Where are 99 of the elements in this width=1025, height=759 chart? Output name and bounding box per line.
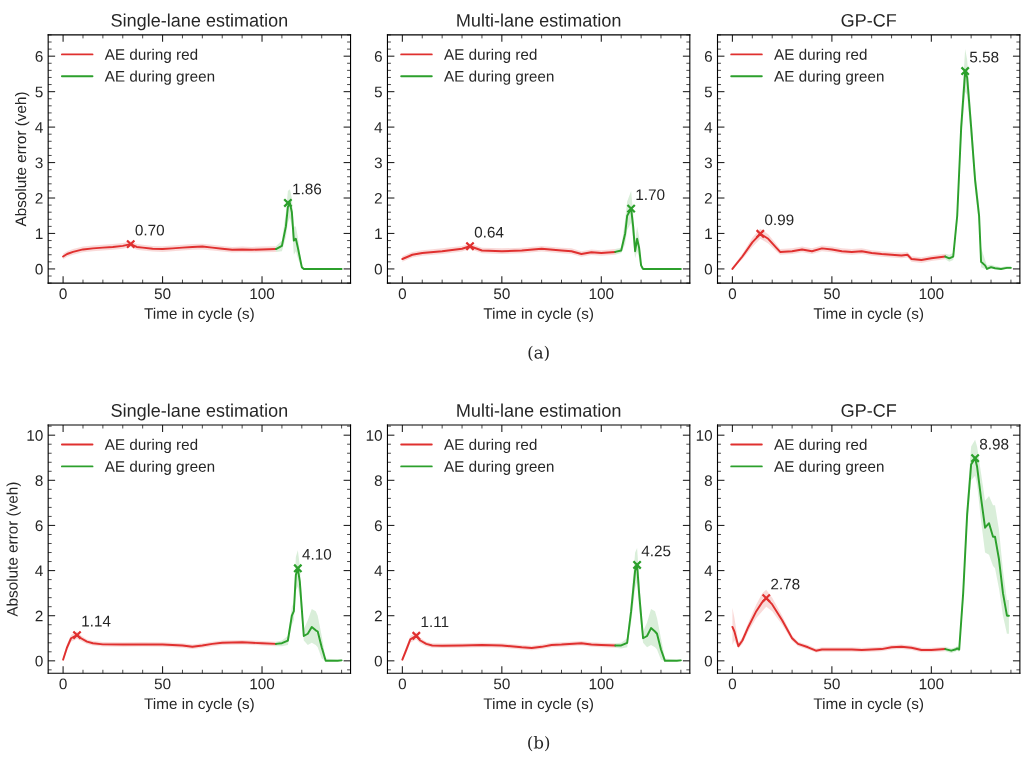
y-tick-label: 10: [27, 430, 43, 441]
legend-label: AE during green: [774, 460, 884, 475]
y-tick-label: 6: [704, 520, 712, 532]
annotation: 0.64: [474, 226, 504, 238]
y-tick-label: 3: [704, 157, 712, 169]
legend-label: AE during green: [774, 70, 884, 85]
y-tick-label: 0: [374, 263, 382, 275]
chart-title: GP-CF: [841, 404, 897, 417]
y-tick-label: 6: [35, 51, 43, 62]
y-tick-label: 3: [35, 157, 43, 169]
x-tick-label: 100: [250, 288, 275, 300]
y-tick-label: 2: [35, 192, 43, 204]
x-tick-label: 50: [824, 288, 840, 300]
text: (a): [528, 345, 549, 362]
chart-title: GP-CF: [841, 13, 897, 27]
x-axis-title: Time in cycle (s): [483, 697, 593, 713]
annotation: 4.10: [302, 548, 332, 560]
y-tick-label: 2: [35, 610, 43, 622]
annotation: 1.11: [421, 616, 449, 628]
chart-title: Single-lane estimation: [111, 403, 288, 421]
chart-title: Multi-lane estimation: [457, 403, 621, 417]
annotation: 1.14: [82, 615, 111, 627]
y-axis-title: Absolute error (veh): [15, 92, 30, 227]
x-tick-label: 0: [728, 288, 737, 300]
line-series: [274, 567, 343, 662]
annotation: 1.70: [636, 189, 665, 201]
y-tick-label: 1: [705, 228, 712, 239]
annotation: 2.78: [771, 578, 800, 590]
y-tick-label: 6: [35, 520, 43, 532]
y-tick-label: 5: [35, 86, 43, 98]
x-axis-title: Time in cycle (s): [483, 307, 593, 323]
y-tick-label: 3: [374, 157, 382, 169]
y-tick-label: 8: [35, 475, 43, 487]
x-tick-label: 0: [398, 678, 407, 690]
legend-label: AE during green: [104, 70, 215, 85]
x-tick-label: 0: [59, 678, 67, 690]
x-tick-label: 100: [919, 288, 944, 300]
x-tick-label: 0: [59, 288, 67, 300]
y-tick-label: 4: [704, 122, 713, 133]
y-tick-label: 2: [704, 192, 712, 204]
x-tick-label: 100: [919, 678, 944, 690]
y-tick-label: 0: [374, 655, 382, 667]
legend-label: AE during red: [104, 438, 198, 454]
y-tick-label: 8: [704, 475, 712, 487]
x-tick-label: 50: [493, 288, 510, 300]
x-tick-label: 50: [493, 678, 510, 690]
y-tick-label: 10: [696, 430, 713, 441]
y-tick-label: 1: [375, 228, 382, 239]
y-axis-title: Absolute error (veh): [6, 482, 21, 617]
x-tick-label: 0: [398, 288, 407, 300]
x-tick-label: 50: [154, 288, 171, 300]
y-tick-label: 0: [704, 655, 713, 667]
x-tick-label: 50: [154, 678, 171, 690]
x-tick-label: 0: [728, 678, 737, 690]
y-tick-label: 4: [374, 122, 383, 133]
y-tick-label: 0: [35, 263, 43, 275]
annotation: 1.86: [293, 183, 322, 195]
y-tick-label: 1: [35, 228, 43, 239]
annotation: 8.98: [979, 438, 1009, 450]
legend-label: AE during green: [444, 70, 554, 85]
text: (b): [528, 735, 550, 752]
y-tick-label: 0: [35, 655, 43, 667]
y-tick-label: 5: [374, 86, 382, 98]
annotation: 5.58: [969, 51, 999, 63]
chart-title: Multi-lane estimation: [457, 13, 621, 27]
y-tick-label: 8: [374, 475, 382, 487]
annotation: 4.25: [641, 545, 671, 557]
y-tick-label: 2: [704, 610, 712, 622]
x-axis-title: Time in cycle (s): [144, 307, 254, 323]
x-tick-label: 100: [589, 678, 614, 690]
legend-label: AE during green: [104, 460, 215, 475]
chart-title: Single-lane estimation: [111, 13, 288, 31]
x-tick-label: 100: [589, 288, 614, 300]
y-tick-label: 4: [704, 565, 713, 577]
y-tick-label: 10: [366, 430, 382, 441]
y-tick-label: 0: [704, 263, 713, 275]
x-axis-title: Time in cycle (s): [144, 697, 254, 713]
annotation: 0.70: [135, 224, 165, 236]
legend-label: AE during green: [444, 460, 554, 475]
legend-label: AE during red: [104, 48, 198, 63]
y-tick-label: 4: [35, 565, 43, 577]
y-tick-label: 4: [374, 565, 383, 577]
y-tick-label: 2: [374, 192, 382, 204]
annotation: 0.99: [765, 214, 794, 226]
y-tick-label: 5: [704, 86, 712, 98]
x-axis-title: Time in cycle (s): [813, 307, 924, 323]
y-tick-label: 2: [374, 610, 382, 622]
y-tick-label: 6: [374, 51, 382, 62]
line-series: [274, 202, 343, 270]
x-axis-title: Time in cycle (s): [813, 697, 924, 713]
y-tick-label: 6: [374, 520, 382, 532]
y-tick-label: 6: [704, 51, 712, 62]
x-tick-label: 100: [250, 678, 275, 690]
x-tick-label: 50: [824, 678, 840, 690]
legend-label: AE during red: [774, 48, 867, 63]
y-tick-label: 4: [35, 122, 43, 133]
legend-label: AE during red: [444, 438, 537, 454]
legend-label: AE during red: [774, 438, 867, 454]
legend-label: AE during red: [444, 48, 537, 63]
